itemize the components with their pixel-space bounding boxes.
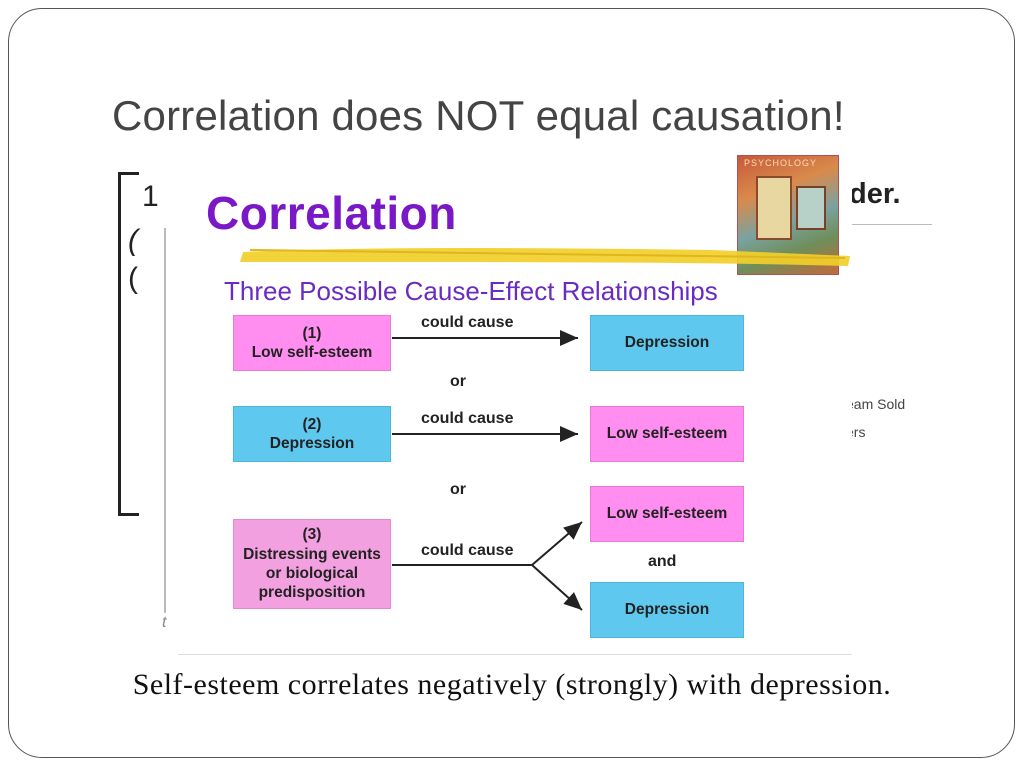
arrow-row-3-up	[531, 521, 583, 566]
arrow-label-1: could cause	[421, 314, 514, 331]
cause-box-1: (1) Low self-esteem	[233, 315, 391, 371]
book-cover-window	[756, 176, 792, 240]
diagram-subheading: Three Possible Cause-Effect Relationship…	[224, 276, 718, 306]
slide-title: Correlation does NOT equal causation!	[112, 92, 845, 139]
arrow-label-2: could cause	[421, 410, 514, 427]
background-fragment: der.	[849, 178, 901, 210]
background-slide: 1 ( (	[118, 168, 938, 648]
joiner-and: and	[648, 553, 677, 570]
arrow-row-3-down	[531, 564, 583, 611]
effect-box-3b: Depression	[590, 582, 744, 638]
cause-box-2: (2) Depression	[233, 406, 391, 462]
diagram-heading: Correlation	[206, 187, 457, 239]
background-fragment: t	[162, 614, 167, 631]
diagram-bottom-rule	[178, 654, 852, 655]
effect-box-2: Low self-esteem	[590, 406, 744, 462]
effect-box-3a: Low self-esteem	[590, 486, 744, 542]
background-fragment: (	[128, 224, 138, 257]
highlighter-stroke-edge	[249, 249, 846, 259]
cause-box-3: (3) Distressing events or biological pre…	[233, 519, 391, 609]
separator-or: or	[450, 481, 466, 498]
slide-caption: Self-esteem correlates negatively (stron…	[132, 668, 892, 701]
background-divider	[164, 228, 166, 613]
background-bracket	[118, 172, 139, 516]
book-cover-title: PSYCHOLOGY	[744, 158, 818, 168]
background-fragment: (	[128, 262, 138, 295]
effect-box-1: Depression	[590, 315, 744, 371]
background-fragment: 1	[142, 180, 159, 213]
separator-or: or	[450, 373, 466, 390]
background-rule	[846, 224, 932, 225]
arrow-label-3: could cause	[421, 542, 514, 559]
book-cover-window	[796, 186, 826, 230]
background-fragment: eam Sold	[846, 396, 906, 412]
